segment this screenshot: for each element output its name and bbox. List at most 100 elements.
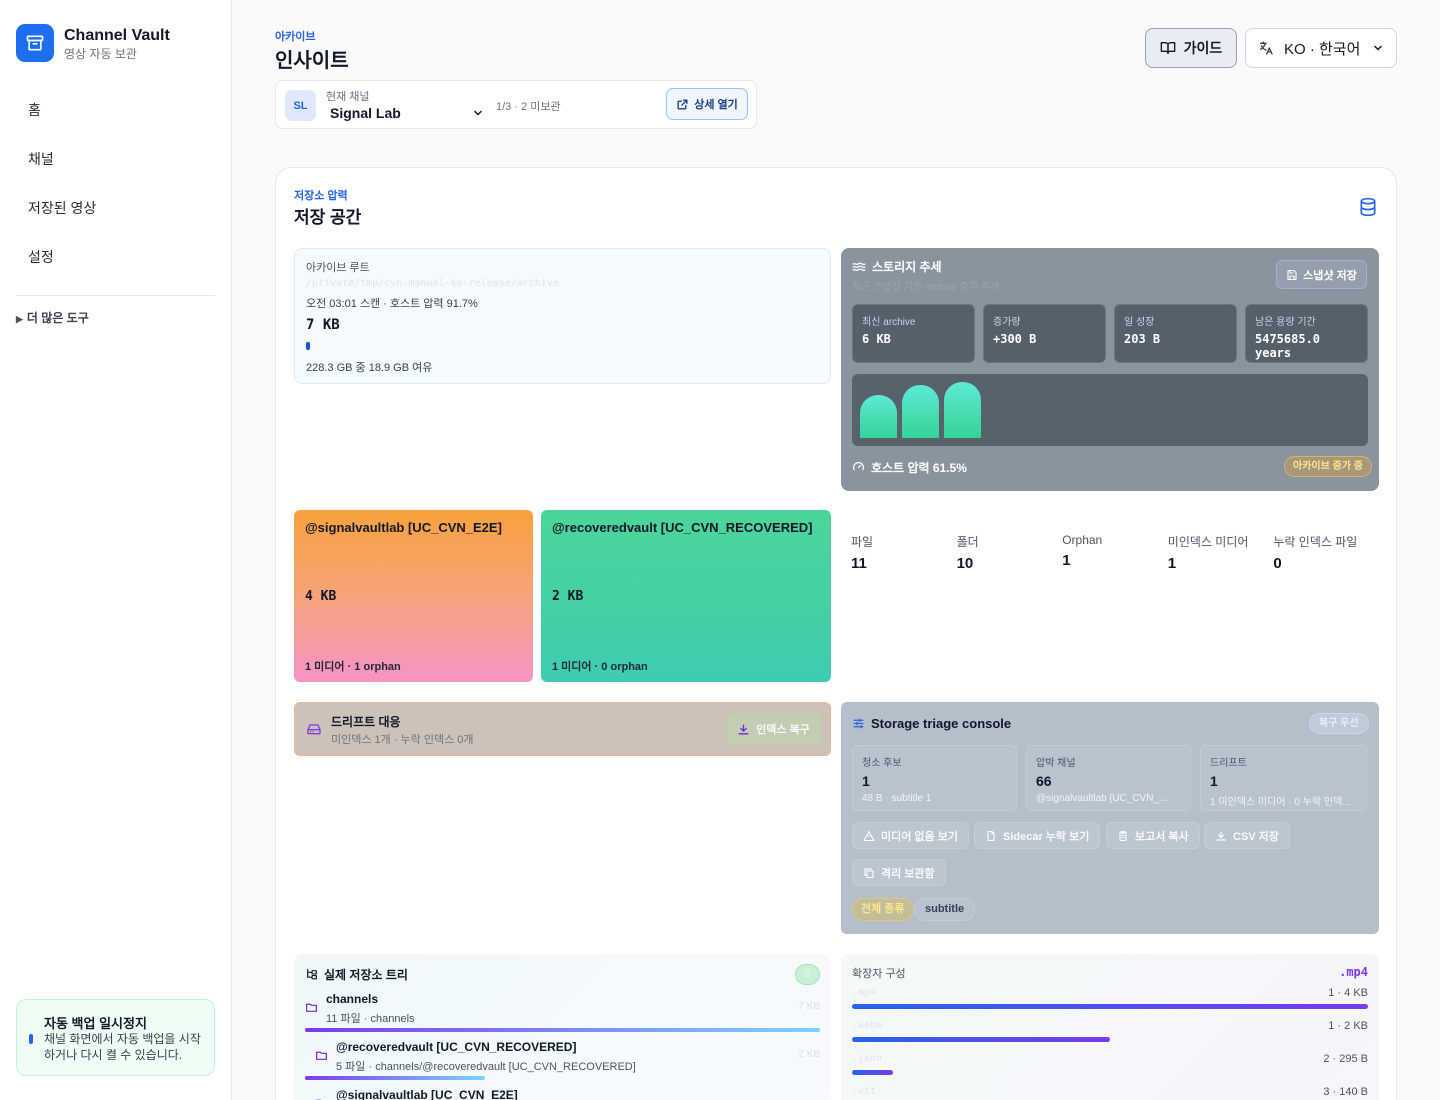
- archive-usage-fill: [306, 342, 310, 350]
- status-indicator: [29, 1034, 33, 1044]
- snapshot-label: 스냅샷 저장: [1303, 269, 1357, 282]
- repair-index-button[interactable]: 인덱스 복구: [726, 713, 821, 745]
- pause-title: 자동 백업 일시정지: [44, 1016, 147, 1031]
- more-tools-toggle[interactable]: ▶ 더 많은 도구: [16, 309, 89, 326]
- triage-card-value: 1: [862, 773, 870, 789]
- extension-row: .webm 1 · 2 KB: [852, 1020, 1368, 1053]
- view-missing-media-button[interactable]: 미디어 없음 보기: [852, 822, 969, 849]
- owner-card-recoveredvault[interactable]: @recoveredvault [UC_CVN_RECOVERED] 2 KB …: [541, 510, 831, 682]
- tree-node-size: 2 KB: [798, 1049, 820, 1060]
- trend-bar: [944, 382, 981, 438]
- tree-node-name: @signalvaultlab [UC_CVN_E2E]: [336, 1088, 518, 1100]
- extension-bar-fill: [852, 1004, 1368, 1009]
- download-icon: [1216, 830, 1226, 841]
- copy-report-button[interactable]: 보고서 복사: [1106, 822, 1200, 849]
- sidebar-item-home[interactable]: 홈: [28, 102, 41, 118]
- stat-folders: 폴더 10: [957, 533, 1063, 572]
- extension-meta: 1 · 2 KB: [1328, 1020, 1368, 1032]
- sidebar-item-channels[interactable]: 채널: [28, 151, 54, 167]
- trend-bars: [860, 382, 981, 438]
- owner-card-signalvaultlab[interactable]: @signalvaultlab [UC_CVN_E2E] 4 KB 1 미디어 …: [294, 510, 533, 682]
- tree-node-bar: [305, 1076, 820, 1080]
- trend-title: 스토리지 추세: [872, 260, 942, 274]
- storage-triage-console: Storage triage console 복구 우선 청소 후보 1 48 …: [841, 702, 1379, 934]
- stat-value: 10: [956, 555, 974, 572]
- tree-node-meta: 11 파일 · channels: [326, 1013, 415, 1025]
- folder-icon: [306, 1003, 317, 1012]
- trend-metric-daily: 일 성장 203 B: [1114, 304, 1237, 363]
- metric-label: 최신 archive: [862, 317, 916, 328]
- view-missing-sidecar-button[interactable]: Sidecar 누락 보기: [974, 822, 1101, 849]
- button-label: 미디어 없음 보기: [881, 830, 958, 843]
- triage-card-sub: @signalvaultlab [UC_CVN_...: [1036, 793, 1168, 804]
- triage-badge: 복구 우선: [1309, 713, 1369, 734]
- app-name: Channel Vault: [64, 27, 170, 44]
- trend-metric-delta: 증가량 +300 B: [983, 304, 1106, 363]
- stat-missing-index: 누락 인덱스 파일 0: [1273, 533, 1379, 572]
- owner-meta: 1 미디어 · 0 orphan: [552, 661, 648, 673]
- sidebar-item-settings[interactable]: 설정: [28, 249, 54, 265]
- language-select[interactable]: KO · 한국어: [1245, 28, 1397, 68]
- triage-card-label: 압박 채널: [1036, 758, 1076, 769]
- open-details-label: 상세 열기: [694, 99, 738, 111]
- save-icon: [1287, 269, 1297, 280]
- sidebar-nav: 홈 채널 저장된 영상 설정: [16, 92, 215, 288]
- database-icon: [1360, 197, 1376, 217]
- archive-usage-bar: [306, 342, 821, 350]
- tree-title: 실제 저장소 트리: [324, 968, 408, 982]
- snapshot-button[interactable]: 스냅샷 저장: [1276, 260, 1367, 289]
- tree-node-bar-fill: [305, 1028, 820, 1032]
- tree-node-name: channels: [326, 992, 379, 1006]
- stat-files: 파일 11: [851, 533, 957, 572]
- download-icon: [738, 724, 749, 734]
- triage-card-value: 1: [1210, 773, 1218, 789]
- archive-icon[interactable]: [16, 24, 54, 62]
- open-details-button[interactable]: 상세 열기: [666, 88, 748, 120]
- sidebar-item-saved-videos[interactable]: 저장된 영상: [28, 200, 97, 216]
- metric-label: 증가량: [993, 317, 1021, 328]
- metric-value: 6 KB: [862, 332, 891, 346]
- external-link-icon: [677, 98, 688, 110]
- save-csv-button[interactable]: CSV 저장: [1204, 822, 1290, 849]
- tree-count-badge: 8: [795, 964, 820, 985]
- tree-node-signalvaultlab[interactable]: @signalvaultlab [UC_CVN_E2E]: [315, 1088, 820, 1100]
- tree-node-channels[interactable]: channels 11 파일 · channels 7 KB: [305, 992, 820, 1034]
- gauge-icon: [853, 462, 864, 471]
- owner-name: @recoveredvault [UC_CVN_RECOVERED]: [552, 520, 813, 535]
- extension-bar: [852, 1004, 1368, 1009]
- triage-card-label: 청소 후보: [862, 758, 902, 769]
- tree-node-recoveredvault[interactable]: @recoveredvault [UC_CVN_RECOVERED] 5 파일 …: [305, 1040, 820, 1082]
- owner-meta: 1 미디어 · 1 orphan: [305, 661, 401, 673]
- stat-value: 1: [1167, 555, 1177, 572]
- trend-mini-chart: [852, 374, 1368, 446]
- filter-chip-all[interactable]: 전체 종류: [852, 898, 914, 921]
- growth-badge: 아카이브 증가 중: [1284, 456, 1372, 477]
- triage-card-cleanup: 청소 후보 1 48 B · subtitle 1: [852, 745, 1017, 811]
- channel-selector-card: SL 현재 채널 Signal Lab 1/3 · 2 미보관 상세 열기: [275, 80, 757, 129]
- guide-label: 가이드: [1183, 40, 1223, 56]
- metric-label: 일 성장: [1124, 317, 1155, 328]
- language-value: KO · 한국어: [1284, 40, 1361, 58]
- triangle-right-icon: ▶: [16, 314, 23, 324]
- filter-chip-subtitle[interactable]: subtitle: [914, 898, 976, 921]
- triage-card-sub: 1 미인덱스 미디어 · 0 누락 인덱...: [1210, 797, 1351, 808]
- stat-label: 폴더: [956, 535, 979, 549]
- repair-index-label: 인덱스 복구: [756, 724, 810, 736]
- extension-name: .webm: [852, 1020, 883, 1031]
- archive-root-path: /private/tmp/cvn-manual-ko-release/archi…: [306, 278, 559, 289]
- hard-drive-icon: [307, 724, 321, 735]
- drift-desc: 미인덱스 1개 · 누락 인덱스 0개: [331, 734, 474, 746]
- guide-button[interactable]: 가이드: [1145, 28, 1237, 68]
- host-pressure: 호스트 압력 61.5%: [871, 461, 967, 475]
- quarantine-button[interactable]: 격리 보관함: [852, 859, 946, 886]
- triage-card-pressure: 압박 채널 66 @signalvaultlab [UC_CVN_...: [1026, 745, 1191, 811]
- section-title: 저장 공간: [294, 208, 362, 227]
- archive-root-label: 아카이브 루트: [306, 262, 370, 274]
- stat-value: 0: [1273, 555, 1282, 572]
- storage-tree: 실제 저장소 트리 8 channels 11 파일 · channels 7 …: [294, 954, 831, 1100]
- extension-row: .vtt 3 · 140 B: [852, 1086, 1368, 1100]
- channel-avatar: SL: [285, 90, 316, 121]
- owner-size: 2 KB: [552, 589, 584, 604]
- extension-row: .json 2 · 295 B: [852, 1053, 1368, 1086]
- folder-icon: [316, 1051, 327, 1060]
